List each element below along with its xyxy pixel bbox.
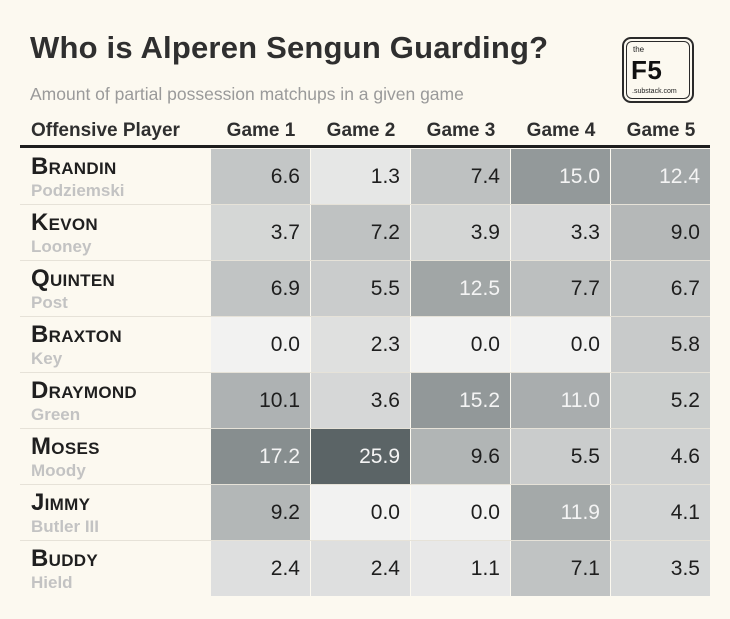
table-row: Buddy Hield 2.4 2.4 1.1 7.1 3.5: [0, 541, 730, 596]
heatmap-cell: 6.9: [211, 261, 310, 316]
row-separator: [20, 540, 710, 541]
heatmap-cell: 9.6: [411, 429, 510, 484]
header-game-5: Game 5: [626, 120, 696, 141]
heatmap-cell: 2.4: [311, 541, 410, 596]
header-divider: [20, 145, 710, 148]
heatmap-cell: 4.6: [611, 429, 710, 484]
table-row: Jimmy Butler III 9.2 0.0 0.0 11.9 4.1: [0, 485, 730, 540]
heatmap-cell: 2.4: [211, 541, 310, 596]
player-last-name: Post: [31, 293, 68, 312]
player-last-name: Key: [31, 349, 63, 368]
heatmap-cell: 15.2: [411, 373, 510, 428]
heatmap-cell: 9.2: [211, 485, 310, 540]
heatmap-cell: 6.7: [611, 261, 710, 316]
chart-title: Who is Alperen Sengun Guarding?: [30, 30, 549, 65]
heatmap-cell: 7.1: [511, 541, 610, 596]
table-row: Braxton Key 0.0 2.3 0.0 0.0 5.8: [0, 317, 730, 372]
heatmap-cell: 0.0: [311, 485, 410, 540]
heatmap-cell: 7.4: [411, 149, 510, 204]
heatmap-cell: 12.4: [611, 149, 710, 204]
header-game-1: Game 1: [226, 120, 296, 141]
table-row: Moses Moody 17.2 25.9 9.6 5.5 4.6: [0, 429, 730, 484]
table-row: Brandin Podziemski 6.6 1.3 7.4 15.0 12.4: [0, 149, 730, 204]
player-first-name: Brandin: [31, 153, 117, 180]
heatmap-cell: 0.0: [411, 485, 510, 540]
heatmap-cell: 3.6: [311, 373, 410, 428]
table-row: Draymond Green 10.1 3.6 15.2 11.0 5.2: [0, 373, 730, 428]
heatmap-cell: 3.3: [511, 205, 610, 260]
row-separator: [20, 484, 710, 485]
player-first-name: Braxton: [31, 321, 122, 348]
chart-subtitle: Amount of partial possession matchups in…: [30, 84, 464, 104]
heatmap-cell: 5.2: [611, 373, 710, 428]
header-game-4: Game 4: [526, 120, 596, 141]
row-separator: [20, 316, 710, 317]
heatmap-cell: 12.5: [411, 261, 510, 316]
heatmap-cell: 1.3: [311, 149, 410, 204]
player-first-name: Buddy: [31, 545, 99, 572]
heatmap-cell: 3.9: [411, 205, 510, 260]
heatmap-cell: 25.9: [311, 429, 410, 484]
f5-substack-logo: the F5 .substack.com: [622, 37, 694, 103]
heatmap-cell: 5.5: [511, 429, 610, 484]
logo-f5-text: F5: [631, 55, 663, 85]
player-last-name: Moody: [31, 461, 86, 480]
player-first-name: Kevon: [31, 209, 99, 236]
heatmap-cell: 1.1: [411, 541, 510, 596]
player-first-name: Jimmy: [31, 489, 91, 516]
heatmap-cell: 11.9: [511, 485, 610, 540]
heatmap-cell: 15.0: [511, 149, 610, 204]
heatmap-cell: 3.5: [611, 541, 710, 596]
header-offensive-player: Offensive Player: [31, 120, 180, 141]
logo-the-text: the: [633, 45, 645, 54]
heatmap-cell: 9.0: [611, 205, 710, 260]
heatmap-cell: 2.3: [311, 317, 410, 372]
heatmap-cell: 0.0: [411, 317, 510, 372]
player-last-name: Green: [31, 405, 81, 424]
logo-domain-text: .substack.com: [632, 88, 677, 95]
heatmap-cell: 7.7: [511, 261, 610, 316]
row-separator: [20, 204, 710, 205]
table-row: Quinten Post 6.9 5.5 12.5 7.7 6.7: [0, 261, 730, 316]
player-last-name: Looney: [31, 237, 92, 256]
table-header: Offensive Player Game 1 Game 2 Game 3 Ga…: [0, 118, 730, 144]
heatmap-cell: 0.0: [211, 317, 310, 372]
player-first-name: Draymond: [31, 377, 138, 404]
player-first-name: Quinten: [31, 265, 116, 292]
row-separator: [20, 372, 710, 373]
row-separator: [20, 428, 710, 429]
heatmap-cell: 3.7: [211, 205, 310, 260]
header-game-2: Game 2: [326, 120, 396, 141]
player-last-name: Hield: [31, 573, 73, 592]
heatmap-cell: 10.1: [211, 373, 310, 428]
header-game-3: Game 3: [426, 120, 496, 141]
player-last-name: Podziemski: [31, 181, 125, 200]
heatmap-cell: 6.6: [211, 149, 310, 204]
table-row: Kevon Looney 3.7 7.2 3.9 3.3 9.0: [0, 205, 730, 260]
heatmap-cell: 11.0: [511, 373, 610, 428]
heatmap-cell: 17.2: [211, 429, 310, 484]
heatmap-cell: 7.2: [311, 205, 410, 260]
heatmap-cell: 5.8: [611, 317, 710, 372]
heatmap-cell: 0.0: [511, 317, 610, 372]
row-separator: [20, 260, 710, 261]
heatmap-cell: 4.1: [611, 485, 710, 540]
heatmap-cell: 5.5: [311, 261, 410, 316]
player-first-name: Moses: [31, 433, 100, 460]
player-last-name: Butler III: [31, 517, 100, 536]
